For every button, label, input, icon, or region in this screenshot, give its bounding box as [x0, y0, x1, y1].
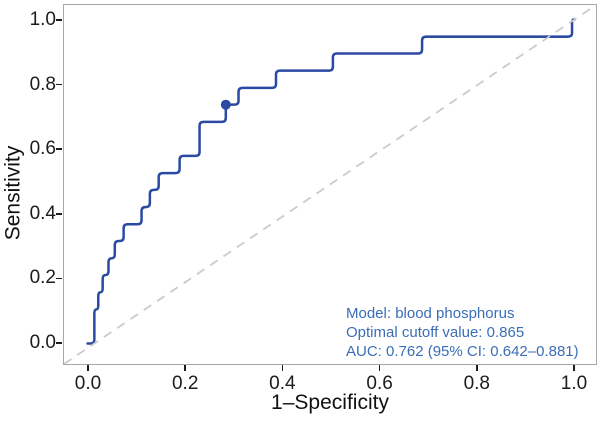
y-tick-label: 0.2: [29, 267, 56, 289]
annotation-cutoff-line: Optimal cutoff value: 0.865: [346, 324, 525, 341]
x-tick-label: 0.4: [269, 373, 296, 394]
roc-curve: [86, 18, 576, 345]
y-tick-label: 0.8: [29, 73, 56, 95]
annotation-model-line: Model: blood phosphorus: [346, 305, 515, 322]
annotation-auc-line: AUC: 0.762 (95% CI: 0.642–0.881): [346, 343, 579, 360]
x-tick-mark: [87, 365, 89, 371]
reference-diagonal-line: [64, 5, 596, 364]
y-tick-label: 0.6: [29, 138, 56, 160]
y-tick-label: 1.0: [29, 9, 56, 31]
x-axis-title: 1–Specificity: [271, 391, 389, 414]
x-tick-mark: [184, 365, 186, 371]
x-tick-label: 0.2: [171, 373, 199, 394]
x-tick-label: 0.8: [463, 373, 491, 394]
x-tick-label: 0.0: [74, 373, 102, 394]
x-tick-mark: [573, 365, 575, 371]
y-tick-mark: [56, 83, 62, 86]
y-tick-label: 0.4: [29, 202, 56, 224]
x-tick-mark: [378, 365, 381, 371]
y-tick-label: 0.0: [29, 332, 56, 354]
roc-plot-canvas: [64, 5, 596, 364]
y-tick-mark: [56, 277, 62, 280]
plot-panel: [63, 4, 597, 365]
y-tick-mark: [56, 19, 62, 21]
x-tick-label: 0.6: [366, 373, 393, 394]
y-tick-mark: [56, 148, 62, 150]
x-tick-mark: [281, 365, 284, 371]
y-tick-mark: [56, 213, 62, 215]
y-tick-mark: [56, 342, 62, 344]
annotation-block: Model: blood phosphorus Optimal cutoff v…: [346, 304, 579, 361]
y-axis-title: Sensitivity: [1, 145, 25, 241]
x-tick-label: 1.0: [560, 373, 588, 394]
optimal-cutoff-point: [220, 99, 231, 110]
x-tick-mark: [476, 365, 478, 371]
